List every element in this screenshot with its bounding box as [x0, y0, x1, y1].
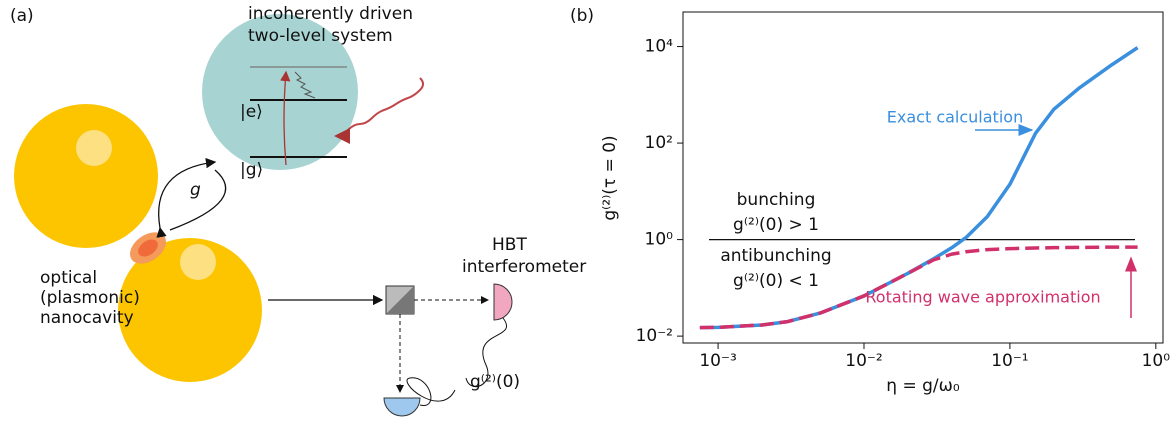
detector	[384, 398, 420, 416]
annotation: antibunching	[720, 246, 831, 266]
figure: (a) incoherently driven two-level system…	[0, 0, 1174, 426]
detector	[494, 284, 512, 320]
hbt-label: HBT	[492, 235, 527, 255]
x-tick-label: 10⁻³	[699, 351, 736, 371]
y-tick-label: 10⁴	[645, 37, 674, 57]
cavity-label: (plasmonic)	[40, 288, 140, 308]
y-axis-label: g⁽²⁾(τ = 0)	[600, 135, 620, 220]
annotation: bunching	[737, 190, 816, 210]
emitter-title: incoherently driven	[248, 4, 413, 24]
legend-label: Exact calculation	[887, 108, 1023, 127]
coupling-label: g	[190, 180, 201, 200]
x-tick-label: 10⁻¹	[991, 351, 1028, 371]
x-tick-label: 10⁰	[1142, 351, 1171, 371]
y-tick-label: 10⁻²	[636, 326, 673, 346]
coupling-arrow	[159, 162, 215, 228]
legend-label: Rotating wave approximation	[865, 288, 1100, 307]
y-tick-label: 10⁰	[645, 230, 674, 250]
coupling-arrow	[170, 170, 226, 230]
x-axis-label: η = g/ω₀	[886, 376, 960, 396]
highlight	[76, 130, 112, 166]
panel-a: (a) incoherently driven two-level system…	[10, 4, 586, 416]
panel-label: (b)	[570, 6, 594, 26]
panel-label: (a)	[10, 6, 34, 26]
state-label: |e⟩	[240, 102, 263, 122]
correlation-label: g⁽²⁾(0)	[470, 372, 520, 392]
state-label: |g⟩	[240, 160, 263, 180]
emitter-title: two-level system	[248, 26, 393, 46]
cavity-label: nanocavity	[40, 308, 134, 328]
highlight	[180, 244, 216, 280]
particle	[14, 104, 158, 248]
annotation: g⁽²⁾(0) > 1	[733, 215, 819, 235]
y-tick-label: 10²	[645, 133, 673, 153]
annotation: g⁽²⁾(0) < 1	[733, 271, 819, 291]
cavity-label: optical	[40, 268, 97, 288]
hbt-label: interferometer	[462, 257, 586, 277]
panel-b: (b) η = g/ω₀ g⁽²⁾(τ = 0) bunching g⁽²⁾(0…	[570, 6, 1170, 396]
x-tick-label: 10⁻²	[845, 351, 882, 371]
